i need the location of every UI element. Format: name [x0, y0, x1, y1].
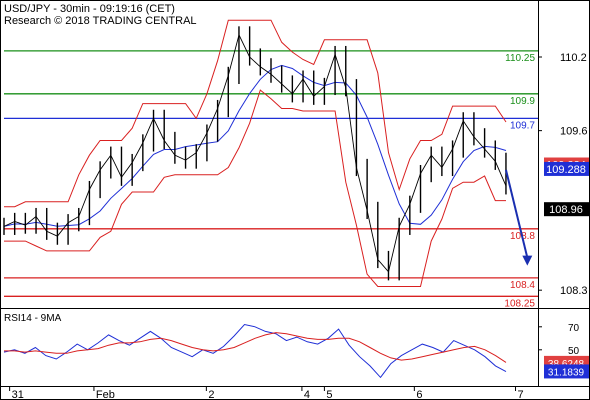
x-tick-label: 31 — [12, 389, 24, 400]
y-tick-label: 109.6 — [560, 126, 588, 138]
level-label: 109.9 — [510, 96, 535, 107]
price-tag-label: 108.96 — [549, 204, 583, 216]
rsi-tag-box — [544, 364, 589, 379]
upper-band — [4, 19, 507, 208]
x-tick-label: 5 — [326, 389, 332, 400]
x-tick-label: Feb — [96, 389, 115, 400]
rsi-tag-label: 38.6248 — [548, 359, 585, 370]
level-label: 108.25 — [504, 298, 535, 309]
level-label: 108.4 — [510, 280, 535, 291]
moving-average — [3, 64, 507, 227]
x-tick-label: 2 — [208, 389, 214, 400]
forecast-arrow-shaft — [504, 169, 529, 258]
price-tag-label: 109.288 — [546, 164, 586, 176]
axes: 110.2109.6108.3109.324109.288108.9631Feb… — [9, 52, 589, 400]
x-tick-label: 6 — [416, 389, 422, 400]
y-tick-label: 110.2 — [560, 52, 587, 64]
chart-title: USD/JPY - 30min - 09:19:16 (CET) — [4, 3, 175, 15]
price-close-line — [3, 33, 507, 273]
rsi-tag-label: 31.1839 — [548, 367, 585, 378]
chart-subtitle: Research © 2018 TRADING CENTRAL — [4, 15, 197, 27]
bollinger-bands — [3, 19, 507, 287]
rsi-line — [4, 332, 507, 363]
x-tick-label: 7 — [518, 389, 524, 400]
rsi-y-tick-label: 70 — [568, 323, 580, 334]
lower-band — [4, 89, 506, 287]
price-tag-box — [544, 202, 589, 217]
forecast-arrow-head — [522, 255, 533, 266]
price-series — [3, 26, 533, 281]
x-tick-label: 4 — [304, 389, 310, 400]
rsi-y-tick-label: 50 — [568, 346, 580, 357]
y-tick-label: 108.3 — [560, 285, 588, 297]
level-label: 109.7 — [510, 120, 535, 131]
price-tag-box — [544, 161, 589, 176]
level-label: 110.25 — [505, 53, 535, 64]
rsi-title: RSI14 - 9MA — [4, 313, 62, 324]
